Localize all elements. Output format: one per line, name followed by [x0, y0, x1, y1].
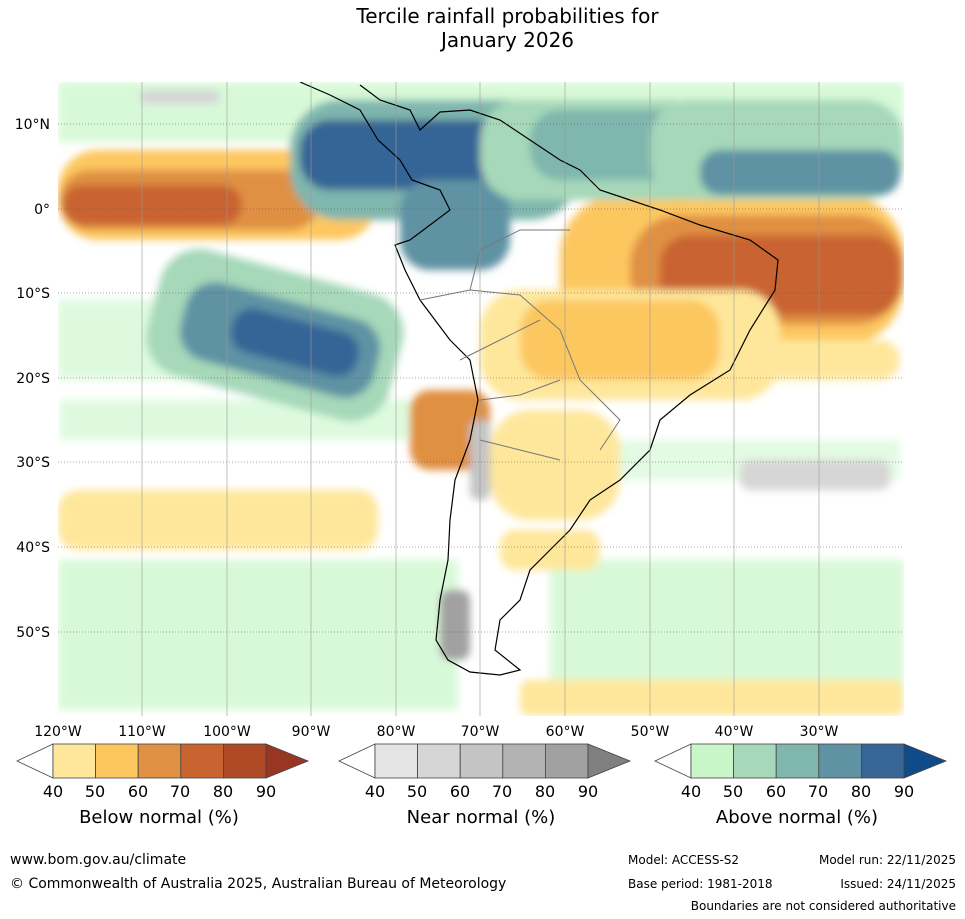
tick-label: 90	[577, 782, 599, 801]
model-text: Model: ACCESS-S2	[628, 853, 740, 867]
lon-label: 70°W	[461, 724, 500, 740]
colorbar-extend-low	[654, 743, 692, 779]
lat-label: 50°S	[16, 625, 50, 641]
colorbar-extend-high	[265, 743, 310, 779]
lon-label: 30°W	[800, 724, 839, 740]
near-normal-colorbar	[338, 743, 632, 779]
lat-label: 0°	[34, 202, 50, 218]
tick-label: 70	[491, 782, 513, 801]
colorbar-segment	[180, 743, 224, 779]
south-america-coastline	[299, 82, 779, 676]
colorbar-segment	[459, 743, 504, 779]
tick-label: 50	[406, 782, 428, 801]
country-boundaries	[419, 229, 621, 461]
colorbar-segment	[417, 743, 461, 779]
below-normal-colorbar	[16, 743, 310, 779]
tick-label: 80	[850, 782, 872, 801]
colorbar-segment	[137, 743, 182, 779]
colorbar-extend-low	[338, 743, 376, 779]
title-line-2: January 2026	[440, 28, 575, 52]
website-link[interactable]: www.bom.gov.au/climate	[10, 852, 187, 868]
colorbar-extend-high	[587, 743, 632, 779]
tick-label: 80	[212, 782, 234, 801]
lat-label: 20°S	[16, 371, 50, 387]
colorbar-segment	[690, 743, 734, 779]
colorbar-segment	[374, 743, 418, 779]
colorbar-segment	[222, 743, 267, 779]
disclaimer-text: Boundaries are not considered authoritat…	[690, 899, 956, 913]
tick-label: 50	[84, 782, 106, 801]
colorbar-extend-low	[16, 743, 54, 779]
colorbar-segment	[818, 743, 862, 779]
lon-label: 110°W	[118, 724, 166, 740]
tick-label: 40	[680, 782, 702, 801]
lat-label: 30°S	[16, 455, 50, 471]
above-normal-colorbar	[654, 743, 948, 779]
graticule	[58, 123, 904, 633]
lat-label: 10°S	[16, 286, 50, 302]
lon-label: 90°W	[292, 724, 331, 740]
tick-label: 60	[127, 782, 149, 801]
colorbar-extend-high	[903, 743, 948, 779]
colorbar-segment	[52, 743, 96, 779]
lon-label: 120°W	[34, 724, 82, 740]
colorbar-segment	[95, 743, 139, 779]
near-normal-label: Near normal (%)	[406, 807, 556, 828]
lon-label: 40°W	[715, 724, 754, 740]
lon-label: 60°W	[546, 724, 585, 740]
lon-label: 100°W	[203, 724, 251, 740]
tick-label: 50	[722, 782, 744, 801]
copyright-text: © Commonwealth of Australia 2025, Austra…	[10, 876, 507, 892]
tick-label: 40	[364, 782, 386, 801]
colorbar-segment	[502, 743, 546, 779]
colorbar-segment	[544, 743, 589, 779]
meridians	[141, 82, 820, 716]
tick-label: 60	[449, 782, 471, 801]
probability-shading	[58, 82, 904, 716]
title-line-1: Tercile rainfall probabilities for	[356, 4, 659, 28]
lat-label: 40°S	[16, 540, 50, 556]
rainfall-probability-map: 10°N 0° 10°S 20°S 30°S 40°S 50°S 120°W 1…	[15, 82, 904, 740]
lat-label: 10°N	[15, 117, 50, 133]
colorbar-segment	[860, 743, 905, 779]
lon-label: 50°W	[631, 724, 670, 740]
tick-label: 90	[255, 782, 277, 801]
tick-label: 70	[169, 782, 191, 801]
tick-label: 60	[765, 782, 787, 801]
above-normal-label: Above normal (%)	[715, 807, 879, 828]
tick-label: 90	[893, 782, 915, 801]
base-period-text: Base period: 1981-2018	[628, 877, 773, 891]
colorbar-segment	[733, 743, 777, 779]
map-title: Tercile rainfall probabilities for Janua…	[0, 4, 965, 52]
tick-label: 40	[42, 782, 64, 801]
colorbar-segment	[775, 743, 820, 779]
model-run-text: Model run: 22/11/2025	[818, 853, 956, 867]
lon-label: 80°W	[377, 724, 416, 740]
issued-text: Issued: 24/11/2025	[840, 877, 956, 891]
tick-label: 80	[534, 782, 556, 801]
tick-label: 70	[807, 782, 829, 801]
below-normal-label: Below normal (%)	[79, 807, 239, 828]
